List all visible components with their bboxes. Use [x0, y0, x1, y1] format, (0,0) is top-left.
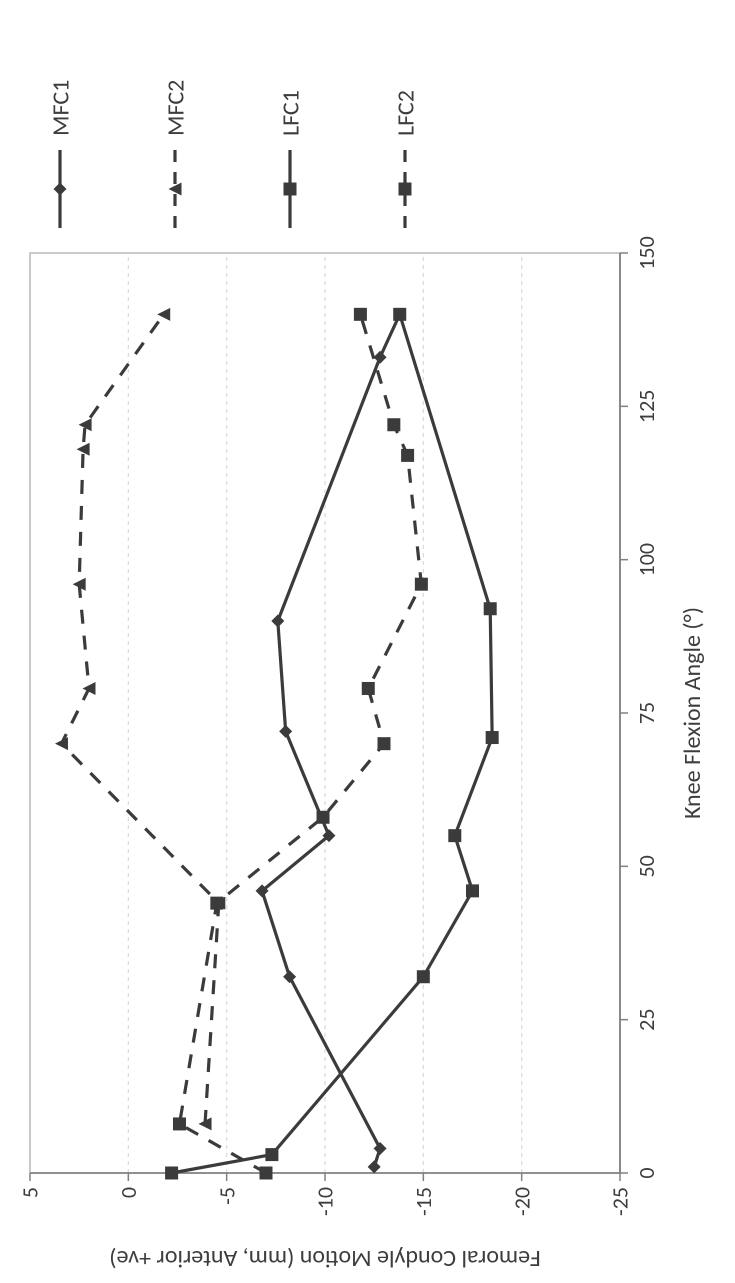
- ytick-label: -20: [508, 1187, 535, 1216]
- y-axis-title: Femoral Condyle Motion (mm, Anterior +ve…: [109, 1244, 541, 1273]
- ytick-label: -25: [607, 1187, 634, 1216]
- xtick-label: 150: [633, 236, 660, 269]
- chart-stage: 0 25 50 75 100 125 150 -25 -20 -15 -10 -5 0 5 Knee Fle…: [0, 0, 735, 1283]
- xtick-label: 25: [633, 1009, 660, 1031]
- ytick-label: 0: [115, 1187, 142, 1198]
- legend-label: MFC1: [46, 80, 75, 136]
- ytick-label: -15: [410, 1187, 437, 1216]
- x-axis-title: Knee Flexion Angle (°): [678, 607, 707, 819]
- legend-label: LFC2: [391, 90, 420, 136]
- xtick-label: 50: [633, 855, 660, 877]
- xtick-label: 75: [633, 702, 660, 724]
- xtick-label: 0: [633, 1167, 660, 1178]
- xtick-label: 125: [633, 390, 660, 423]
- ytick-label: -5: [213, 1187, 240, 1205]
- xtick-label: 100: [633, 543, 660, 576]
- legend-label: MFC2: [161, 80, 190, 136]
- legend-label: LFC1: [276, 90, 305, 136]
- ytick-label: -10: [312, 1187, 339, 1216]
- chart-svg-holder: 0 25 50 75 100 125 150 -25 -20 -15 -10 -5 0 5 Knee Fle…: [0, 0, 735, 1283]
- ytick-label: 5: [17, 1187, 44, 1198]
